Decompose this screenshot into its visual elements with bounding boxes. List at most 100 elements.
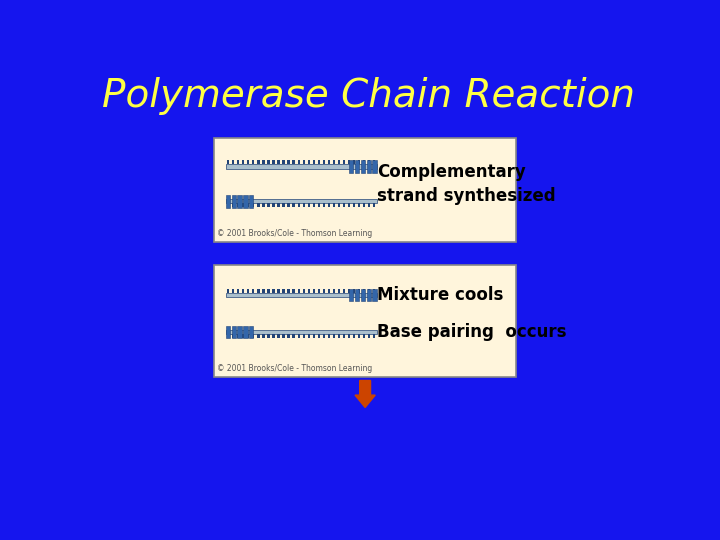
Bar — [237, 334, 239, 338]
Bar — [252, 334, 254, 338]
Bar — [257, 160, 259, 164]
Bar — [333, 204, 335, 207]
Bar — [262, 204, 264, 207]
Bar — [373, 160, 375, 164]
Text: Polymerase Chain Reaction: Polymerase Chain Reaction — [102, 77, 636, 114]
Bar — [373, 204, 375, 207]
Text: © 2001 Brooks/Cole - Thomson Learning: © 2001 Brooks/Cole - Thomson Learning — [217, 364, 372, 373]
Bar — [343, 289, 345, 293]
Bar — [257, 289, 259, 293]
Bar — [333, 289, 335, 293]
Bar — [257, 334, 259, 338]
Bar — [292, 289, 294, 293]
Bar — [267, 334, 269, 338]
Bar — [338, 204, 340, 207]
Bar — [252, 204, 254, 207]
Bar — [353, 204, 355, 207]
Text: Complementary
strand synthesized: Complementary strand synthesized — [377, 163, 555, 205]
Bar — [312, 160, 315, 164]
Bar — [214, 138, 516, 242]
Bar — [227, 334, 229, 338]
Bar — [358, 289, 360, 293]
Bar — [227, 289, 229, 293]
Bar — [252, 289, 254, 293]
Bar — [349, 288, 353, 301]
Bar — [307, 160, 310, 164]
Bar — [323, 334, 325, 338]
Bar — [338, 334, 340, 338]
Bar — [232, 334, 234, 338]
Bar — [232, 326, 235, 339]
Bar — [355, 160, 359, 173]
Bar — [237, 289, 239, 293]
Bar — [349, 160, 353, 173]
Bar — [348, 204, 350, 207]
Text: Base pairing  occurs: Base pairing occurs — [377, 323, 566, 341]
Bar — [225, 326, 230, 339]
Bar — [333, 160, 335, 164]
Bar — [366, 288, 371, 301]
Bar — [297, 204, 300, 207]
Bar — [353, 160, 355, 164]
Bar — [343, 204, 345, 207]
Bar — [247, 160, 249, 164]
Bar — [247, 204, 249, 207]
Bar — [232, 194, 235, 207]
Bar — [238, 326, 242, 339]
Bar — [358, 334, 360, 338]
Bar — [373, 334, 375, 338]
Bar — [287, 289, 289, 293]
Bar — [355, 288, 359, 301]
Bar — [227, 204, 229, 207]
Bar — [287, 204, 289, 207]
Bar — [232, 204, 234, 207]
Bar — [353, 289, 355, 293]
Bar — [257, 204, 259, 207]
Bar — [247, 334, 249, 338]
Bar — [348, 334, 350, 338]
Bar — [214, 265, 516, 377]
Bar — [328, 334, 330, 338]
Bar — [328, 204, 330, 207]
Bar — [307, 334, 310, 338]
Bar — [272, 334, 274, 338]
Bar — [358, 204, 360, 207]
Bar — [363, 204, 365, 207]
Bar — [368, 160, 370, 164]
Bar — [249, 326, 253, 339]
Bar — [361, 288, 365, 301]
Bar — [368, 204, 370, 207]
Bar — [232, 289, 234, 293]
Bar — [338, 289, 340, 293]
Bar — [225, 194, 230, 207]
Bar — [252, 160, 254, 164]
Bar — [302, 289, 305, 293]
Bar — [363, 289, 365, 293]
Text: Mixture cools: Mixture cools — [377, 286, 503, 304]
Bar — [348, 289, 350, 293]
Bar — [372, 160, 377, 173]
Bar — [237, 204, 239, 207]
Bar — [277, 204, 279, 207]
Bar — [343, 160, 345, 164]
Bar — [302, 204, 305, 207]
Bar — [225, 164, 377, 168]
FancyArrow shape — [355, 381, 375, 408]
Bar — [247, 289, 249, 293]
Bar — [262, 160, 264, 164]
Bar — [312, 204, 315, 207]
Bar — [277, 160, 279, 164]
Bar — [328, 289, 330, 293]
Bar — [277, 334, 279, 338]
Bar — [318, 334, 320, 338]
Bar — [237, 160, 239, 164]
Bar — [338, 160, 340, 164]
Bar — [267, 289, 269, 293]
Bar — [242, 204, 244, 207]
Bar — [307, 204, 310, 207]
Bar — [358, 160, 360, 164]
Bar — [302, 160, 305, 164]
Bar — [372, 288, 377, 301]
Bar — [287, 160, 289, 164]
Bar — [232, 160, 234, 164]
